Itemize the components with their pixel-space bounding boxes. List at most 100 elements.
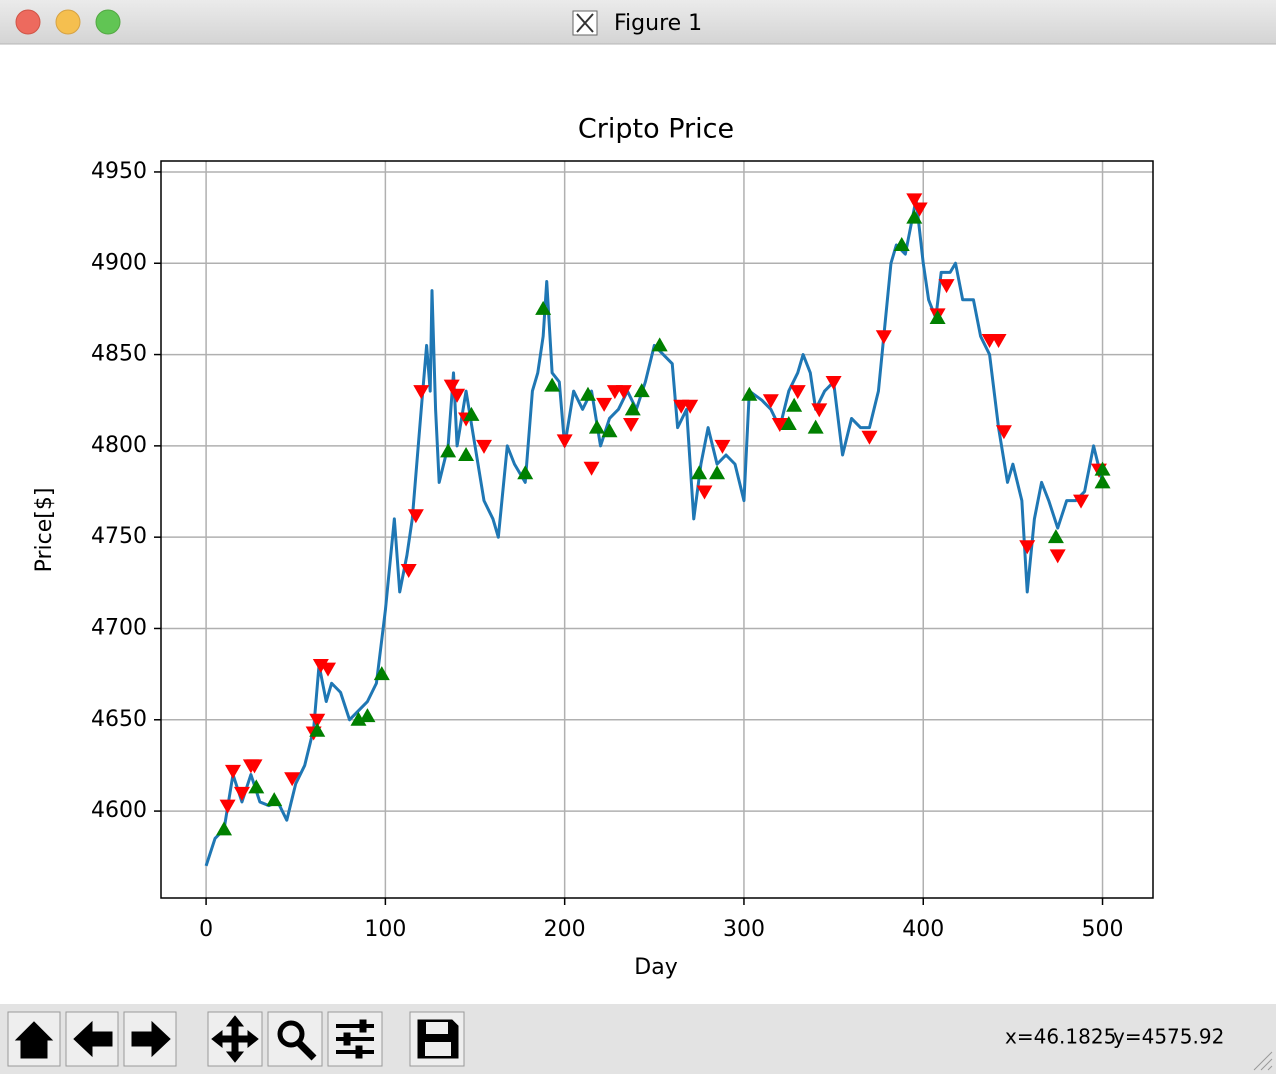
buy-marker bbox=[929, 310, 946, 325]
sell-marker bbox=[443, 379, 460, 394]
x-axis-label: Day bbox=[634, 955, 677, 980]
x-tick-label: 300 bbox=[723, 917, 765, 942]
sell-marker bbox=[906, 193, 923, 208]
buy-marker bbox=[691, 465, 708, 480]
sell-marker bbox=[875, 330, 892, 345]
sell-marker bbox=[596, 397, 613, 412]
buy-marker bbox=[579, 386, 596, 401]
buy-marker bbox=[359, 708, 376, 723]
x-tick-label: 0 bbox=[199, 917, 213, 942]
y-tick-label: 4600 bbox=[91, 798, 147, 823]
configure-slider bbox=[359, 1019, 367, 1033]
sell-marker bbox=[583, 461, 600, 476]
y-tick-label: 4950 bbox=[91, 159, 147, 184]
save-icon-slot bbox=[425, 1042, 451, 1056]
sell-marker bbox=[284, 772, 301, 787]
window-icon-x bbox=[576, 13, 594, 33]
sell-marker bbox=[623, 417, 640, 432]
buy-marker bbox=[906, 209, 923, 224]
sell-marker bbox=[789, 385, 806, 400]
buy-marker bbox=[309, 722, 326, 737]
y-tick-label: 4900 bbox=[91, 250, 147, 275]
sell-marker bbox=[861, 430, 878, 445]
close-button[interactable] bbox=[15, 9, 41, 35]
status-x: x=46.1825 bbox=[1005, 1025, 1116, 1049]
zoom-button[interactable] bbox=[95, 9, 121, 35]
buy-marker bbox=[741, 386, 758, 401]
sell-marker bbox=[475, 439, 492, 454]
buy-marker bbox=[1094, 461, 1111, 476]
x-tick-label: 400 bbox=[902, 917, 944, 942]
sell-marker bbox=[312, 658, 329, 673]
configure-slider bbox=[343, 1032, 351, 1046]
configure-icon bbox=[336, 1024, 374, 1054]
grid bbox=[161, 161, 1153, 898]
buy-marker bbox=[624, 401, 641, 416]
buy-marker bbox=[1047, 529, 1064, 544]
y-tick-label: 4750 bbox=[91, 524, 147, 549]
y-axis-label: Price[$] bbox=[32, 488, 57, 573]
y-tick-label: 4800 bbox=[91, 433, 147, 458]
buy-marker bbox=[266, 792, 283, 807]
status-y: y=4575.92 bbox=[1113, 1025, 1224, 1049]
sell-marker bbox=[771, 417, 788, 432]
zoom-icon-handle bbox=[296, 1040, 317, 1061]
toolbar-buttons bbox=[7, 1011, 465, 1067]
sell-marker bbox=[825, 375, 842, 390]
chart-title: Cripto Price bbox=[578, 114, 734, 145]
buy-marker bbox=[651, 337, 668, 352]
window-title: Figure 1 bbox=[614, 11, 702, 36]
price-line bbox=[204, 197, 1104, 867]
buy-marker bbox=[350, 711, 367, 726]
buy-marker bbox=[373, 666, 390, 681]
save-icon-label bbox=[426, 1022, 448, 1034]
sell-marker bbox=[938, 279, 955, 294]
back-icon bbox=[73, 1020, 113, 1058]
sell-marker bbox=[696, 485, 713, 500]
title-bar bbox=[0, 0, 1276, 44]
home-icon bbox=[14, 1021, 54, 1059]
buy-marker bbox=[786, 397, 803, 412]
buy-marker bbox=[780, 415, 797, 430]
plot bbox=[204, 193, 1111, 867]
sell-marker bbox=[219, 799, 236, 814]
buy-marker bbox=[463, 406, 480, 421]
sell-marker bbox=[1019, 540, 1036, 555]
sell-marker bbox=[246, 759, 263, 774]
sell-marker bbox=[413, 385, 430, 400]
buy-marker bbox=[248, 779, 265, 794]
buy-marker bbox=[535, 300, 552, 315]
sell-marker bbox=[320, 662, 337, 677]
buy-marker bbox=[588, 419, 605, 434]
resize-grip bbox=[1253, 1051, 1273, 1071]
sell-marker bbox=[309, 713, 326, 728]
y-tick-label: 4850 bbox=[91, 342, 147, 367]
x-tick-label: 100 bbox=[364, 917, 406, 942]
x-tick-label: 200 bbox=[544, 917, 586, 942]
sell-marker bbox=[224, 764, 241, 779]
buy-marker bbox=[633, 383, 650, 398]
sell-marker bbox=[1049, 549, 1066, 564]
sell-marker bbox=[233, 786, 250, 801]
sell-marker bbox=[811, 403, 828, 418]
sell-marker bbox=[556, 434, 573, 449]
forward-icon bbox=[131, 1020, 171, 1058]
buy-marker bbox=[440, 443, 457, 458]
buy-marker bbox=[709, 465, 726, 480]
buy-marker bbox=[1094, 474, 1111, 489]
sell-marker bbox=[995, 425, 1012, 440]
minimize-button[interactable] bbox=[55, 9, 81, 35]
sell-marker bbox=[911, 202, 928, 217]
buy-marker bbox=[517, 465, 534, 480]
sell-marker bbox=[714, 439, 731, 454]
sell-marker bbox=[682, 399, 699, 414]
sell-marker bbox=[449, 388, 466, 403]
buy-marker bbox=[601, 423, 618, 438]
sell-marker bbox=[407, 509, 424, 524]
sell-marker bbox=[615, 385, 632, 400]
sell-marker bbox=[1073, 494, 1090, 509]
buy-marker bbox=[458, 446, 475, 461]
y-tick-label: 4650 bbox=[91, 707, 147, 732]
